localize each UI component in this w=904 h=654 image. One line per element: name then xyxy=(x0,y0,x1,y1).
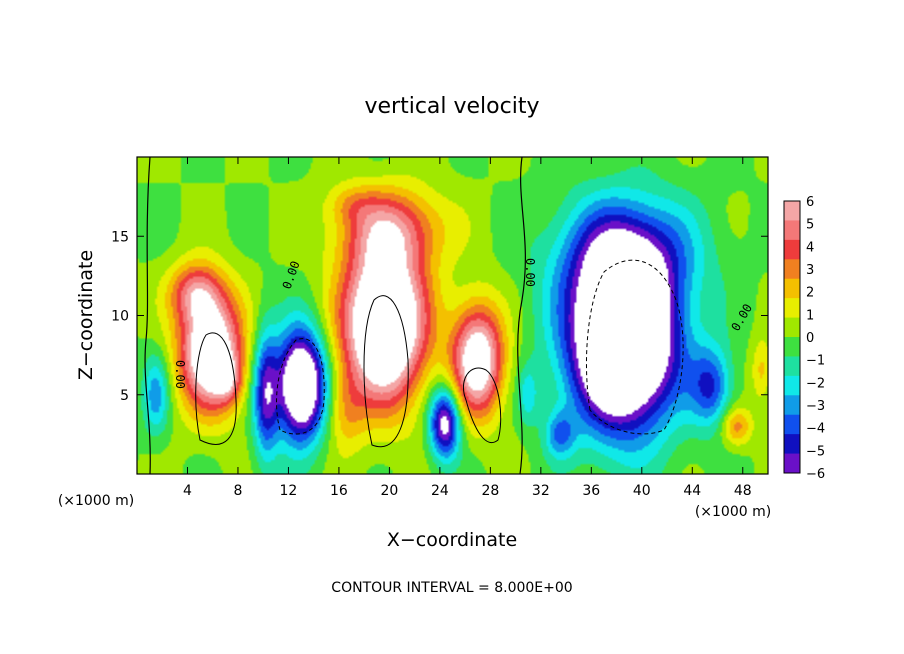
y-tick-label: 5 xyxy=(120,388,129,404)
x-axis-label: X−coordinate xyxy=(387,529,517,551)
colorbar-tick-label: 6 xyxy=(806,195,814,210)
colorbar-tick-label: 2 xyxy=(806,286,814,301)
chart-title: vertical velocity xyxy=(364,94,539,119)
zero-contour-left xyxy=(144,157,151,474)
colorbar-swatch xyxy=(784,317,800,338)
colorbar-swatch xyxy=(784,395,800,416)
y-tick-label: 15 xyxy=(111,229,129,245)
contour-interval-note: CONTOUR INTERVAL = 8.000E+00 xyxy=(331,580,572,596)
colorbar-swatch xyxy=(784,298,800,319)
y-axis: 5 10 15 xyxy=(111,229,768,404)
x-tick-label: 28 xyxy=(481,483,499,499)
positive-contour-3 xyxy=(463,367,502,443)
x-unit-label-right: (×1000 m) xyxy=(695,504,771,520)
y-tick-label: 10 xyxy=(111,309,129,325)
contour-label: 0.00 xyxy=(523,258,537,287)
x-tick-label: 48 xyxy=(734,483,752,499)
colorbar-swatch xyxy=(784,414,800,435)
x-tick-label: 16 xyxy=(330,483,348,499)
x-tick-label: 24 xyxy=(431,483,449,499)
colorbar-tick-label: −2 xyxy=(806,376,825,391)
colorbar-swatch xyxy=(784,278,800,299)
colorbar-tick-label: −3 xyxy=(806,399,825,414)
x-tick-label: 44 xyxy=(683,483,701,499)
x-tick-label: 40 xyxy=(633,483,651,499)
y-axis-label: Z−coordinate xyxy=(75,250,97,380)
colorbar-tick-label: 0 xyxy=(806,331,814,346)
negative-contour-2 xyxy=(586,259,684,435)
colorbar-swatch xyxy=(784,201,800,221)
colorbar-tick-label: 3 xyxy=(806,263,814,278)
colorbar-swatch xyxy=(784,220,800,241)
x-unit-label-left: (×1000 m) xyxy=(58,493,134,509)
colorbar-tick-label: −4 xyxy=(806,422,825,437)
colorbar-swatch xyxy=(784,337,800,357)
negative-contour-1 xyxy=(276,338,325,435)
colorbar-tick-label: −6 xyxy=(806,467,825,482)
colorbar-frame xyxy=(783,200,801,474)
zero-contour-mid xyxy=(517,157,526,474)
colorbar-swatch xyxy=(784,239,800,260)
x-tick-label: 20 xyxy=(380,483,398,499)
x-tick-label: 4 xyxy=(183,483,192,499)
colorbar-swatch xyxy=(784,259,800,280)
positive-contour-2 xyxy=(363,295,409,448)
contour-lines xyxy=(144,157,684,474)
contour-label: 0.00 xyxy=(173,360,187,389)
colorbar-tick-label: 5 xyxy=(806,218,814,233)
contour-labels: 0.00 0.00 0.00 0.00 xyxy=(173,258,755,389)
colorbar-swatch xyxy=(784,356,800,377)
x-tick-label: 32 xyxy=(532,483,550,499)
positive-contour-1 xyxy=(195,332,237,445)
x-tick-label: 8 xyxy=(233,483,242,499)
colorbar-swatch xyxy=(784,375,800,396)
velocity-field xyxy=(137,157,768,474)
colorbar-tick-label: 1 xyxy=(806,308,814,323)
x-axis: 4 8 12 16 20 24 28 32 36 40 44 48 xyxy=(183,157,752,499)
colorbar-tick-label: −5 xyxy=(806,444,825,459)
colorbar: 6 5 4 3 2 1 0 −1 −2 −3 −4 −5 −6 xyxy=(783,195,825,482)
colorbar-tick-label: −1 xyxy=(806,354,825,369)
x-tick-label: 36 xyxy=(582,483,600,499)
colorbar-swatch xyxy=(784,453,800,474)
x-tick-label: 12 xyxy=(280,483,298,499)
colorbar-tick-label: 4 xyxy=(806,240,814,255)
colorbar-swatch xyxy=(784,434,800,455)
